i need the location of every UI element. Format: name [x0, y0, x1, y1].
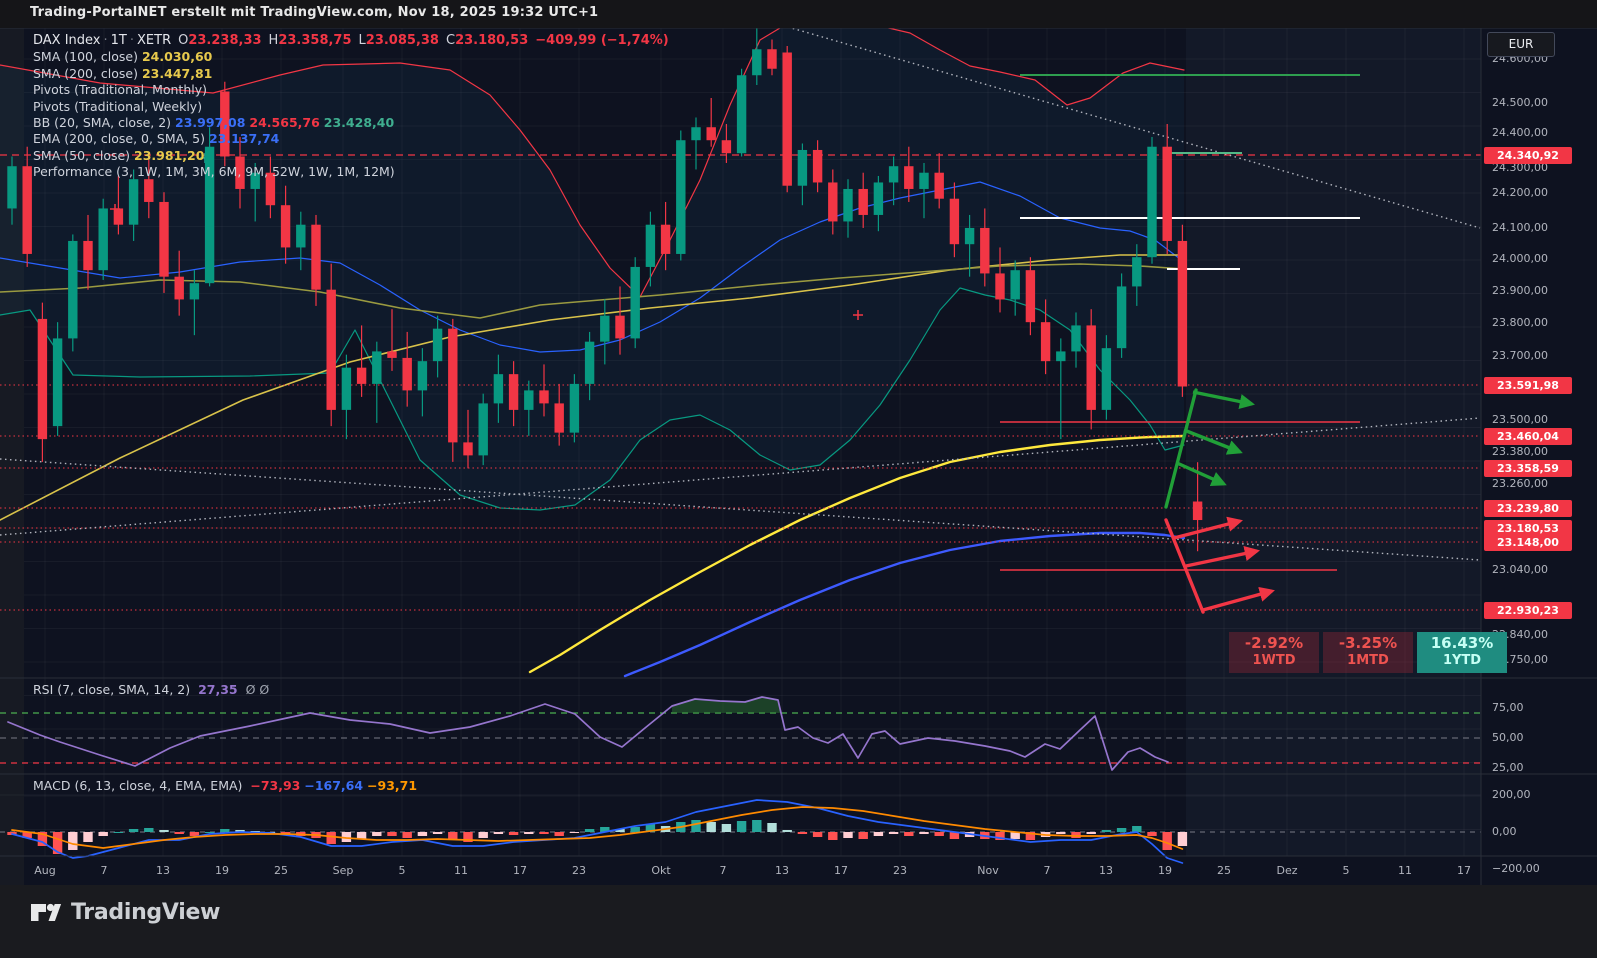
- time-axis-label: 7: [100, 864, 108, 877]
- price-axis-label: −200,00: [1492, 862, 1540, 875]
- change-value: −409,99 (−1,74%): [535, 33, 669, 48]
- price-axis-label: 24.000,00: [1492, 252, 1548, 265]
- rsi-legend[interactable]: RSI (7, close, SMA, 14, 2) 27,35 Ø Ø: [33, 682, 270, 697]
- time-axis-label: 23: [893, 864, 907, 877]
- price-level-badge: 23.180,53: [1484, 519, 1572, 537]
- time-axis-label: 11: [1398, 864, 1412, 877]
- time-axis-label: 17: [513, 864, 527, 877]
- legend-sma50[interactable]: SMA (50, close) 23.981,20: [33, 147, 205, 163]
- time-axis-label: 25: [1217, 864, 1231, 877]
- time-axis-label: 13: [1099, 864, 1113, 877]
- legend-sma200[interactable]: SMA (200, close) 23.447,81: [33, 65, 213, 81]
- legend-ema200[interactable]: EMA (200, close, 0, SMA, 5) 23.137,74: [33, 131, 280, 147]
- tradingview-logo-icon: [31, 903, 62, 921]
- price-axis-label: 24.100,00: [1492, 221, 1548, 234]
- time-axis-label: Aug: [34, 864, 56, 877]
- time-axis-label: 5: [1342, 864, 1350, 877]
- time-axis-label: 23: [572, 864, 586, 877]
- price-axis-label: 23.700,00: [1492, 349, 1548, 362]
- price-axis-label: 23.380,00: [1492, 445, 1548, 458]
- symbol-interval[interactable]: 1T: [110, 33, 127, 48]
- attribution-text: Trading-PortalNET erstellt mit TradingVi…: [30, 5, 599, 20]
- footer-bar: TradingView: [0, 885, 1597, 958]
- bollinger-band: [0, 14, 1185, 511]
- price-level-badge: 22.930,23: [1484, 601, 1572, 619]
- price-level-badge: 24.340,92: [1484, 146, 1572, 164]
- rsi-pane: [0, 696, 1481, 771]
- legend-pivots-weekly[interactable]: Pivots (Traditional, Weekly): [33, 98, 203, 114]
- time-axis-label: 11: [454, 864, 468, 877]
- ohlc-values: O23.238,33 H23.358,75 L23.085,38 C23.180,53…: [178, 33, 669, 48]
- performance-badge-1wtd: -2.92% 1WTD: [1229, 632, 1319, 673]
- time-axis-label: 13: [156, 864, 170, 877]
- price-axis-label: 24.400,00: [1492, 126, 1548, 139]
- legend-performance[interactable]: Performance (3, 1W, 1M, 3M, 6M, 9M, 52W,…: [33, 164, 395, 180]
- time-axis-label: 7: [1043, 864, 1051, 877]
- time-axis-label: 25: [274, 864, 288, 877]
- time-axis-label: Okt: [651, 864, 671, 877]
- tradingview-brand-text: TradingView: [71, 899, 221, 925]
- time-axis-label: 19: [1158, 864, 1172, 877]
- legend-sma100[interactable]: SMA (100, close) 24.030,60: [33, 49, 213, 65]
- price-axis-label: 0,00: [1492, 825, 1517, 838]
- price-axis-label: 25,00: [1492, 761, 1524, 774]
- attribution-bar: Trading-PortalNET erstellt mit TradingVi…: [0, 0, 1597, 28]
- price-axis-label: 24.300,00: [1492, 161, 1548, 174]
- pane-separators: [0, 27, 1597, 885]
- time-axis-label: Nov: [977, 864, 999, 877]
- price-axis-label: 23.040,00: [1492, 563, 1548, 576]
- performance-badge-1ytd: 16.43% 1YTD: [1417, 632, 1507, 673]
- price-axis-label: 200,00: [1492, 788, 1531, 801]
- legend-bb[interactable]: BB (20, SMA, close, 2) 23.997,08 24.565,…: [33, 114, 395, 130]
- time-axis-label: 17: [834, 864, 848, 877]
- time-axis-label: 17: [1457, 864, 1471, 877]
- currency-button[interactable]: EUR: [1487, 32, 1555, 57]
- time-axis-label: Sep: [332, 864, 354, 877]
- time-axis-label: 19: [215, 864, 229, 877]
- price-level-badge: 23.239,80: [1484, 499, 1572, 517]
- price-level-badge: 23.148,00: [1484, 533, 1572, 551]
- price-level-badge: 23.460,04: [1484, 427, 1572, 445]
- price-axis-label: 23.500,00: [1492, 413, 1548, 426]
- time-axis-label: 13: [775, 864, 789, 877]
- price-axis-label: 50,00: [1492, 731, 1524, 744]
- moving-averages: [0, 254, 1186, 678]
- forecast-arrows: [1164, 388, 1275, 614]
- tradingview-brand[interactable]: TradingView: [28, 897, 220, 927]
- price-axis-label: 75,00: [1492, 701, 1524, 714]
- price-axis-label: 24.500,00: [1492, 96, 1548, 109]
- time-axis-label: Dez: [1276, 864, 1298, 877]
- indicator-legend: DAX Index · 1T · XETR O23.238,33 H23.358,75 L23…: [33, 33, 669, 181]
- time-axis-label: 7: [719, 864, 727, 877]
- symbol-name[interactable]: DAX Index: [33, 33, 101, 48]
- price-axis-label: 23.800,00: [1492, 316, 1548, 329]
- legend-pivots-monthly[interactable]: Pivots (Traditional, Monthly): [33, 82, 207, 98]
- performance-badge-1mtd: -3.25% 1MTD: [1323, 632, 1413, 673]
- price-axis-label: 23.260,00: [1492, 477, 1548, 490]
- price-axis-label: 24.200,00: [1492, 186, 1548, 199]
- symbol-title-row[interactable]: DAX Index · 1T · XETR O23.238,33 H23.358,75 L23…: [33, 33, 669, 48]
- price-level-badge: 23.358,59: [1484, 459, 1572, 477]
- symbol-exchange[interactable]: XETR: [137, 33, 172, 48]
- macd-legend[interactable]: MACD (6, 13, close, 4, EMA, EMA) −73,93 …: [33, 778, 418, 793]
- macd-pane: [0, 794, 1481, 864]
- candles-layer[interactable]: [7, 26, 1203, 552]
- price-axis-label: 23.900,00: [1492, 284, 1548, 297]
- time-axis-label: 5: [398, 864, 406, 877]
- price-level-badge: 23.591,98: [1484, 376, 1572, 394]
- price-levels: [0, 26, 1481, 611]
